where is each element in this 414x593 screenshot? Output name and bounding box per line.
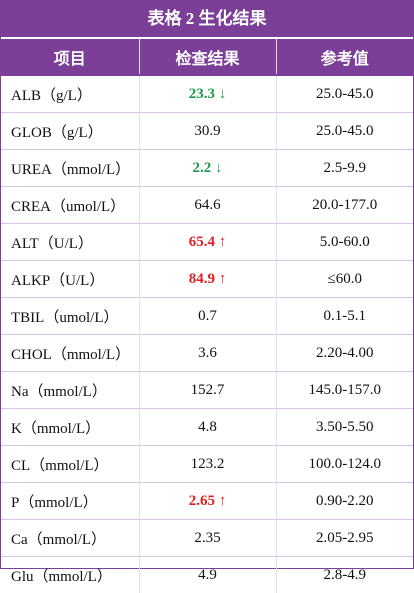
reference-cell: 2.5-9.9 [276,150,413,187]
item-cell: UREA（mmol/L） [1,150,139,187]
item-cell: CL（mmol/L） [1,446,139,483]
page: 表格 2 生化结果 项目检查结果参考值 ALB（g/L）23.3 ↓25.0-4… [0,0,414,569]
result-value: 2.2 [193,160,212,176]
result-flag: ↑ [219,493,227,509]
column-header: 参考值 [276,39,413,75]
result-value: 2.65 [189,493,215,509]
result-value: 84.9 [189,271,215,287]
result-value: 4.8 [198,419,217,435]
result-value: 65.4 [189,234,215,250]
item-cell: GLOB（g/L） [1,113,139,150]
item-cell: P（mmol/L） [1,483,139,520]
table-row: Ca（mmol/L） 2.35 2.05-2.95 [1,520,413,557]
column-header: 项目 [1,39,139,75]
result-flag: ↓ [215,160,223,176]
result-cell: 3.6 [139,335,276,372]
reference-cell: ≤60.0 [276,261,413,298]
column-header: 检查结果 [139,39,276,75]
table-row: TBIL（umol/L） 0.7 0.1-5.1 [1,298,413,335]
item-cell: K（mmol/L） [1,409,139,446]
result-value: 23.3 [189,86,215,102]
result-value: 123.2 [191,456,225,472]
header-row: 项目检查结果参考值 [1,39,413,75]
item-cell: Glu（mmol/L） [1,557,139,593]
reference-cell: 20.0-177.0 [276,187,413,224]
reference-cell: 25.0-45.0 [276,113,413,150]
result-cell: 2.65 ↑ [139,483,276,520]
result-cell: 64.6 [139,187,276,224]
table-row: UREA（mmol/L）2.2 ↓2.5-9.9 [1,150,413,187]
table-row: ALT（U/L）65.4 ↑5.0-60.0 [1,224,413,261]
item-cell: ALB（g/L） [1,75,139,113]
table-row: CHOL（mmol/L） 3.6 2.20-4.00 [1,335,413,372]
result-value: 64.6 [194,197,220,213]
result-flag: ↓ [219,86,227,102]
result-value: 2.35 [194,530,220,546]
table-panel: 表格 2 生化结果 项目检查结果参考值 ALB（g/L）23.3 ↓25.0-4… [0,0,414,569]
reference-cell: 145.0-157.0 [276,372,413,409]
result-value: 152.7 [191,382,225,398]
reference-cell: 0.1-5.1 [276,298,413,335]
reference-cell: 100.0-124.0 [276,446,413,483]
reference-cell: 2.20-4.00 [276,335,413,372]
result-flag: ↑ [219,234,227,250]
item-cell: Ca（mmol/L） [1,520,139,557]
item-cell: CHOL（mmol/L） [1,335,139,372]
result-cell: 84.9 ↑ [139,261,276,298]
item-cell: ALKP（U/L） [1,261,139,298]
table-row: CL（mmol/L） 123.2 100.0-124.0 [1,446,413,483]
table-row: K（mmol/L） 4.8 3.50-5.50 [1,409,413,446]
result-cell: 2.35 [139,520,276,557]
reference-cell: 25.0-45.0 [276,75,413,113]
table-row: CREA（umol/L） 64.6 20.0-177.0 [1,187,413,224]
item-cell: ALT（U/L） [1,224,139,261]
result-cell: 30.9 [139,113,276,150]
reference-cell: 2.8-4.9 [276,557,413,593]
table-row: ALB（g/L）23.3 ↓25.0-45.0 [1,75,413,113]
result-value: 3.6 [198,345,217,361]
table-row: P（mmol/L）2.65 ↑0.90-2.20 [1,483,413,520]
item-cell: Na（mmol/L） [1,372,139,409]
table-row: GLOB（g/L） 30.9 25.0-45.0 [1,113,413,150]
result-cell: 4.8 [139,409,276,446]
result-value: 30.9 [194,123,220,139]
result-value: 0.7 [198,308,217,324]
reference-cell: 2.05-2.95 [276,520,413,557]
result-cell: 65.4 ↑ [139,224,276,261]
reference-cell: 5.0-60.0 [276,224,413,261]
table-row: Na（mmol/L） 152.7 145.0-157.0 [1,372,413,409]
reference-cell: 0.90-2.20 [276,483,413,520]
result-flag: ↑ [219,271,227,287]
table-row: ALKP（U/L）84.9 ↑≤60.0 [1,261,413,298]
item-cell: TBIL（umol/L） [1,298,139,335]
result-cell: 0.7 [139,298,276,335]
result-cell: 152.7 [139,372,276,409]
reference-cell: 3.50-5.50 [276,409,413,446]
item-cell: CREA（umol/L） [1,187,139,224]
result-cell: 2.2 ↓ [139,150,276,187]
result-cell: 4.9 [139,557,276,593]
result-cell: 23.3 ↓ [139,75,276,113]
table-title: 表格 2 生化结果 [1,1,413,39]
result-cell: 123.2 [139,446,276,483]
